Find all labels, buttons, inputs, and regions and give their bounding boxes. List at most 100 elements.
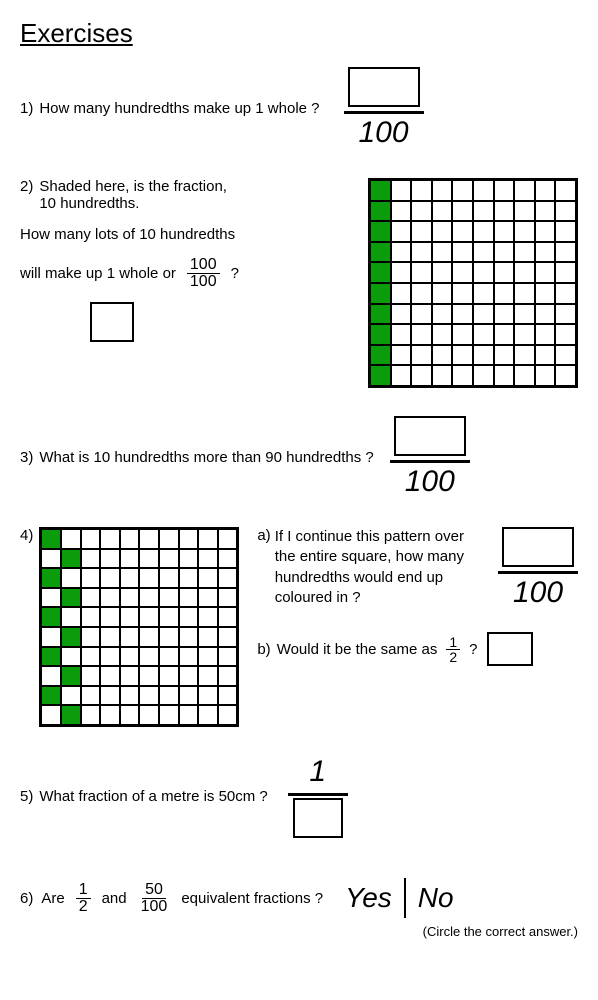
- grid-cell: [535, 324, 556, 345]
- grid-cell: [61, 607, 81, 627]
- grid-cell: [61, 549, 81, 569]
- q2-hundred-grid: [368, 178, 578, 388]
- grid-cell: [81, 588, 101, 608]
- grid-cell: [452, 262, 473, 283]
- grid-cell: [179, 627, 199, 647]
- fraction-bar: [344, 111, 424, 114]
- q5-label: 5): [20, 788, 33, 805]
- q4b-label: b): [257, 641, 270, 658]
- q6-frac2-num: 50: [142, 882, 166, 899]
- q1-denominator: 100: [358, 116, 408, 150]
- grid-cell: [473, 221, 494, 242]
- q2-label: 2): [20, 178, 33, 212]
- q2-line4a: will make up 1 whole or: [20, 265, 176, 282]
- grid-cell: [370, 242, 391, 263]
- fraction-bar: [498, 571, 578, 574]
- grid-cell: [514, 201, 535, 222]
- grid-cell: [452, 324, 473, 345]
- q6-hint: (Circle the correct answer.): [20, 924, 578, 939]
- grid-cell: [555, 365, 576, 386]
- grid-cell: [120, 549, 140, 569]
- q6-frac1-num: 1: [76, 882, 91, 899]
- q5-answer-box[interactable]: [293, 798, 343, 838]
- grid-cell: [159, 588, 179, 608]
- q6-fraction-half: 1 2: [76, 882, 91, 915]
- grid-cell: [514, 262, 535, 283]
- grid-cell: [159, 666, 179, 686]
- grid-cell: [370, 365, 391, 386]
- grid-cell: [555, 221, 576, 242]
- grid-cell: [139, 549, 159, 569]
- question-6: 6) Are 1 2 and 50 100 equivalent fractio…: [20, 878, 578, 939]
- grid-cell: [411, 324, 432, 345]
- q4b-answer-box[interactable]: [487, 632, 533, 666]
- q6-text-c: equivalent fractions ?: [181, 890, 323, 907]
- q6-text-a: Are: [41, 890, 64, 907]
- grid-cell: [198, 666, 218, 686]
- grid-cell: [218, 666, 238, 686]
- grid-cell: [139, 627, 159, 647]
- grid-cell: [555, 304, 576, 325]
- grid-cell: [473, 283, 494, 304]
- grid-cell: [391, 201, 412, 222]
- grid-cell: [391, 242, 412, 263]
- q4b-fraction-half: 1 2: [446, 635, 460, 664]
- q6-no-option[interactable]: No: [418, 882, 454, 914]
- grid-cell: [535, 365, 556, 386]
- grid-cell: [535, 242, 556, 263]
- grid-cell: [432, 262, 453, 283]
- q4a-answer-box[interactable]: [502, 527, 574, 567]
- q3-text: What is 10 hundredths more than 90 hundr…: [39, 449, 373, 466]
- grid-cell: [61, 568, 81, 588]
- grid-cell: [452, 201, 473, 222]
- grid-cell: [514, 324, 535, 345]
- q1-label: 1): [20, 100, 33, 117]
- grid-cell: [100, 647, 120, 667]
- grid-cell: [473, 242, 494, 263]
- question-4: 4) a) If I continue this pattern over th…: [20, 527, 578, 727]
- q1-answer-box[interactable]: [348, 67, 420, 107]
- grid-cell: [100, 529, 120, 549]
- q6-fraction-50-100: 50 100: [138, 882, 171, 915]
- q6-yes-option[interactable]: Yes: [345, 882, 392, 914]
- grid-cell: [120, 529, 140, 549]
- grid-cell: [494, 180, 515, 201]
- grid-cell: [218, 647, 238, 667]
- grid-cell: [411, 304, 432, 325]
- grid-cell: [139, 607, 159, 627]
- grid-cell: [432, 365, 453, 386]
- grid-cell: [139, 568, 159, 588]
- grid-cell: [198, 549, 218, 569]
- q3-answer-box[interactable]: [394, 416, 466, 456]
- grid-cell: [411, 242, 432, 263]
- grid-cell: [159, 607, 179, 627]
- grid-cell: [411, 262, 432, 283]
- grid-cell: [473, 304, 494, 325]
- q2-answer-box[interactable]: [90, 302, 134, 342]
- grid-cell: [218, 705, 238, 725]
- q3-denominator: 100: [405, 465, 455, 499]
- grid-cell: [218, 686, 238, 706]
- grid-cell: [432, 345, 453, 366]
- grid-cell: [179, 705, 199, 725]
- grid-cell: [120, 588, 140, 608]
- grid-cell: [218, 568, 238, 588]
- question-2: 2) Shaded here, is the fraction, 10 hund…: [20, 178, 578, 388]
- grid-cell: [535, 262, 556, 283]
- grid-cell: [555, 262, 576, 283]
- fraction-bar: [390, 460, 470, 463]
- grid-cell: [514, 365, 535, 386]
- q1-text: How many hundredths make up 1 whole ?: [39, 100, 319, 117]
- grid-cell: [494, 262, 515, 283]
- grid-cell: [100, 705, 120, 725]
- grid-cell: [411, 221, 432, 242]
- grid-cell: [452, 283, 473, 304]
- grid-cell: [473, 324, 494, 345]
- grid-cell: [41, 647, 61, 667]
- grid-cell: [370, 262, 391, 283]
- grid-cell: [370, 180, 391, 201]
- grid-cell: [555, 324, 576, 345]
- grid-cell: [473, 180, 494, 201]
- grid-cell: [535, 221, 556, 242]
- grid-cell: [61, 529, 81, 549]
